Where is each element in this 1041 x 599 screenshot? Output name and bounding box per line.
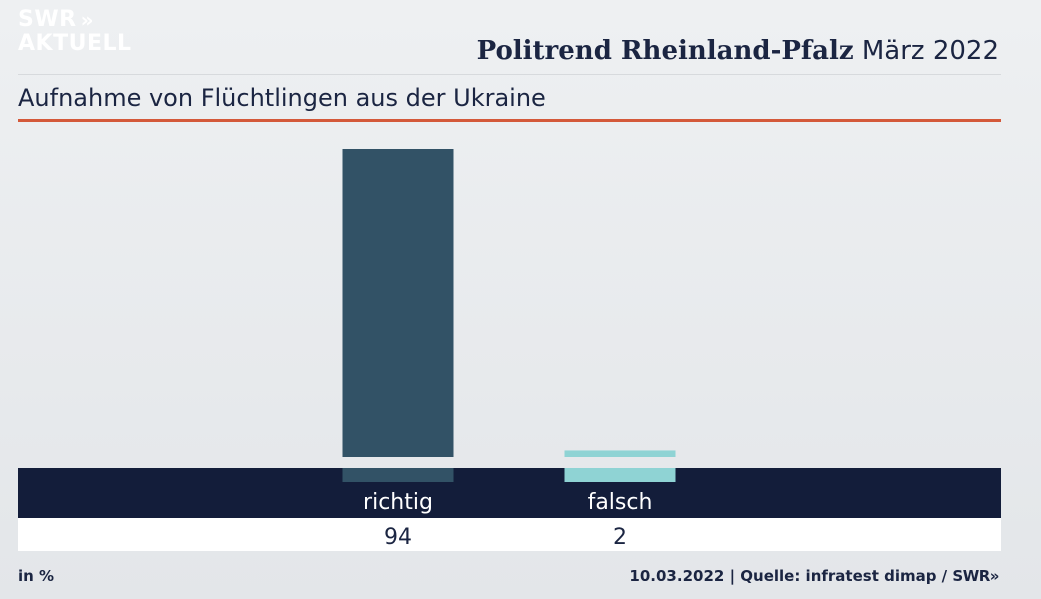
source-line: 10.03.2022 | Quelle: infratest dimap / S… <box>629 567 999 585</box>
bar-stub-richtig <box>342 468 454 482</box>
header-divider <box>18 74 1001 75</box>
logo-text-aktuell: AKTUELL <box>18 31 132 56</box>
value-band <box>18 518 1001 551</box>
bar-stub-falsch <box>564 468 676 482</box>
bar-richtig <box>342 149 454 457</box>
swr-aktuell-logo: SWR » AKTUELL <box>18 8 132 56</box>
bar-falsch <box>564 450 676 457</box>
chart-subtitle: Aufnahme von Flüchtlingen aus der Ukrain… <box>18 84 546 112</box>
logo-text-swr: SWR <box>18 7 77 32</box>
source-separator: | <box>729 567 736 585</box>
title-month: März 2022 <box>861 36 999 66</box>
value-label-richtig: 94 <box>384 525 412 550</box>
category-band <box>18 468 1001 518</box>
source-text: Quelle: infratest dimap / <box>740 567 948 585</box>
category-label-richtig: richtig <box>363 490 433 515</box>
value-label-falsch: 2 <box>613 525 627 550</box>
bar-chart: richtig 94 falsch 2 <box>18 149 1001 551</box>
accent-divider <box>18 119 1001 122</box>
title-main: Politrend Rheinland-Pfalz <box>476 36 854 66</box>
unit-label: in % <box>18 567 55 585</box>
source-date: 10.03.2022 <box>629 567 725 585</box>
page-title: Politrend Rheinland-Pfalz März 2022 <box>477 36 999 66</box>
category-label-falsch: falsch <box>588 490 653 515</box>
swr-logo-icon: SWR» <box>952 567 999 585</box>
